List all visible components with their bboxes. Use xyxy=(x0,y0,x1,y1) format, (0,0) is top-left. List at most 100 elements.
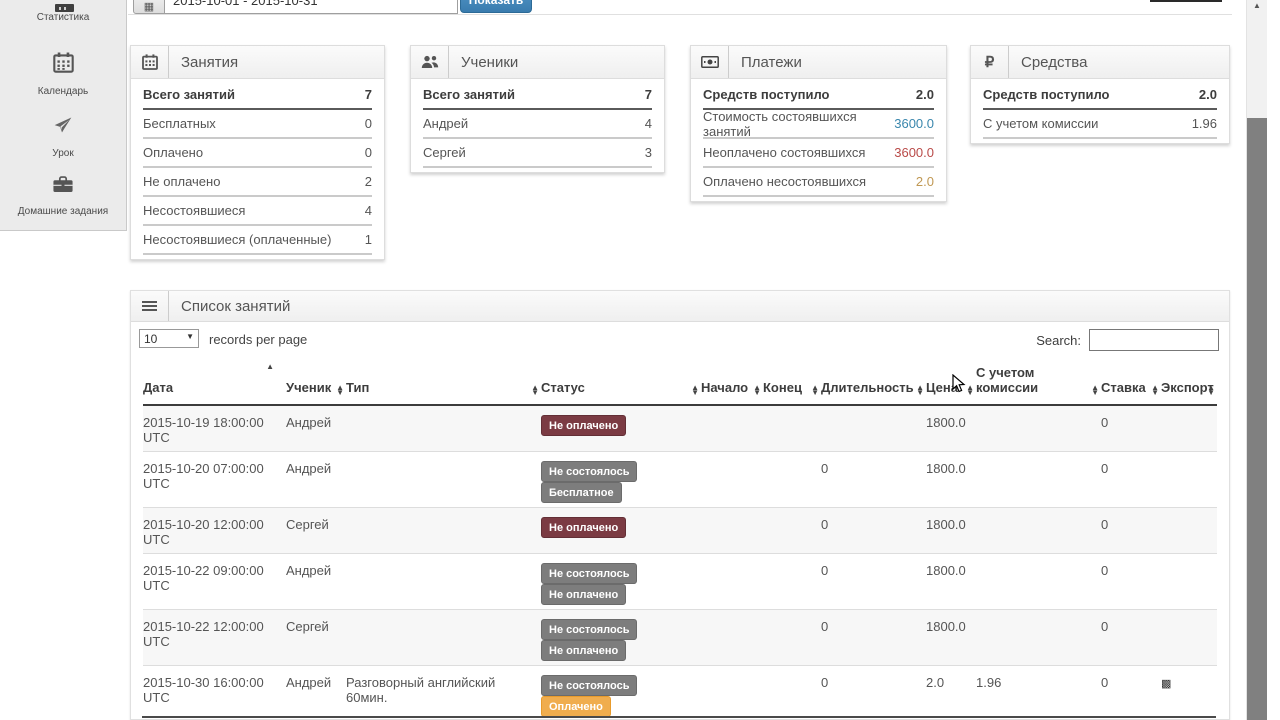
cell-start xyxy=(701,609,763,666)
cell-status: Не состоялосьНе оплачено xyxy=(541,609,701,666)
stat-label: Сергей xyxy=(423,145,466,160)
cell-rate: 0 xyxy=(1101,451,1161,508)
cell-type xyxy=(346,405,541,452)
col-date[interactable]: Дата ▲ xyxy=(143,361,286,406)
stat-label: Стоимость состоявшихся занятий xyxy=(703,108,857,139)
col-export[interactable]: Экспорт ▲ ▼ xyxy=(1161,361,1217,406)
cell-student: Андрей xyxy=(286,451,346,508)
cell-date: 2015-10-30 16:00:00 UTC xyxy=(143,665,286,719)
date-range-input[interactable] xyxy=(164,0,458,14)
status-badge: Не оплачено xyxy=(541,583,627,605)
page-top-edge-fragment xyxy=(1150,0,1222,2)
search-input[interactable] xyxy=(1089,329,1219,351)
col-rate[interactable]: Ставка ▲ ▼ xyxy=(1101,361,1161,406)
card-header: Платежи xyxy=(691,46,946,79)
sidebar-item-label: Календарь xyxy=(37,86,89,97)
cell-type xyxy=(346,507,541,554)
cell-status: Не состоялосьНе оплачено xyxy=(541,553,701,610)
records-per-page-label: records per page xyxy=(209,332,308,347)
calendar-icon xyxy=(0,52,126,78)
card-body: Всего занятий 7 Бесплатных 0 Оплачено 0 Не опл… xyxy=(131,79,384,259)
sort-icon: ▲ ▼ xyxy=(916,383,924,397)
sort-icon: ▲ ▼ xyxy=(1091,383,1099,397)
cell-duration: 0 xyxy=(821,553,926,610)
stat-label: Андрей xyxy=(423,116,469,131)
sidebar-item-lesson[interactable]: Урок xyxy=(0,115,126,161)
sort-icon: ▲ ▼ xyxy=(966,383,974,397)
cell-date: 2015-10-22 12:00:00 UTC xyxy=(143,609,286,666)
cell-end xyxy=(763,665,821,719)
card-stat-row: Всего занятий 7 xyxy=(423,81,652,110)
card-title: Занятия xyxy=(181,53,239,71)
list-icon xyxy=(131,291,169,321)
cell-commission xyxy=(976,405,1101,452)
mouse-cursor xyxy=(952,373,968,399)
card-stat-row: Оплачено 0 xyxy=(143,139,372,168)
topbar: ▦ Показать xyxy=(128,0,1232,15)
status-badge: Не оплачено xyxy=(541,516,627,538)
cell-duration: 0 xyxy=(821,507,926,554)
sort-icon: ▲ ▼ xyxy=(336,383,344,397)
status-badge: Не оплачено xyxy=(541,415,627,436)
search-label: Search: xyxy=(1036,333,1081,348)
stat-value: 1 xyxy=(364,232,372,247)
cell-student: Сергей xyxy=(286,507,346,554)
stat-label: Не оплачено xyxy=(143,174,221,189)
sort-icon: ▲ ▼ xyxy=(531,383,539,397)
cell-commission xyxy=(976,451,1101,508)
cell-status: Не состоялосьОплачено xyxy=(541,665,701,719)
cell-type xyxy=(346,451,541,508)
stat-value: 2.0 xyxy=(1198,87,1217,102)
cell-student: Андрей xyxy=(286,665,346,719)
sidebar-item-statistics[interactable]: Статистика xyxy=(0,4,126,25)
card-header: Занятия xyxy=(131,46,384,79)
card-stat-row: Андрей 4 xyxy=(423,110,652,139)
card-title: Ученики xyxy=(461,53,519,71)
page-size-value: 10 xyxy=(144,332,158,346)
lessons-panel: Список занятий 10 ▼ records per page Sea… xyxy=(130,290,1230,720)
col-start[interactable]: Начало ▲ ▼ xyxy=(701,361,763,406)
page-size-select[interactable]: 10 ▼ xyxy=(139,329,199,348)
scroll-up-icon[interactable]: ▲ xyxy=(1253,1,1261,10)
sidebar-item-calendar[interactable]: Календарь xyxy=(0,52,126,99)
card-stat-row: Оплачено несостоявшихся 2.0 xyxy=(703,168,934,197)
ruble-icon: ₽ xyxy=(971,46,1009,78)
stat-label: Несостоявшиеся (оплаченные) xyxy=(143,232,332,247)
card-body: Средств поступило 2.0 С учетом комиссии 1.9… xyxy=(971,79,1229,143)
col-commission[interactable]: С учетом комиссии ▲ ▼ xyxy=(976,361,1101,406)
cell-end xyxy=(763,405,821,452)
vertical-scrollbar[interactable]: ▲ xyxy=(1246,0,1267,720)
col-type[interactable]: Тип ▲ ▼ xyxy=(346,361,541,406)
cell-start xyxy=(701,451,763,508)
cell-student: Сергей xyxy=(286,609,346,666)
col-price[interactable]: Цена ▲ ▼ xyxy=(926,361,976,406)
status-badge: Не состоялось xyxy=(541,460,638,482)
cell-price: 1800.0 xyxy=(926,405,976,452)
col-duration[interactable]: Длительность ▲ ▼ xyxy=(821,361,926,406)
col-status[interactable]: Статус ▲ ▼ xyxy=(541,361,701,406)
stat-label: Оплачено xyxy=(143,145,204,160)
stat-label: С учетом комиссии xyxy=(983,116,1099,131)
card-stat-row: Неоплачено состоявшихся 3600.0 xyxy=(703,139,934,168)
sort-icon: ▲ ▼ xyxy=(811,383,819,397)
sidebar-item-label: Статистика xyxy=(36,12,90,23)
stat-value: 2 xyxy=(364,174,372,189)
cell-start xyxy=(701,665,763,719)
scrollbar-thumb[interactable] xyxy=(1247,118,1267,720)
export-icon[interactable]: ▩ xyxy=(1161,677,1172,690)
sidebar-item-homework[interactable]: Домашние задания xyxy=(0,176,126,219)
cell-duration: 0 xyxy=(821,609,926,666)
cell-date: 2015-10-20 07:00:00 UTC xyxy=(143,451,286,508)
stat-label: Средств поступило xyxy=(703,87,830,102)
stat-label: Несостоявшиеся xyxy=(143,203,246,218)
cell-end xyxy=(763,609,821,666)
status-badge: Бесплатное xyxy=(541,481,622,503)
card-stat-row: Не оплачено 2 xyxy=(143,168,372,197)
col-end[interactable]: Конец ▲ ▼ xyxy=(763,361,821,406)
stat-value: 0 xyxy=(364,116,372,131)
col-student[interactable]: Ученик ▲ ▼ xyxy=(286,361,346,406)
cell-student: Андрей xyxy=(286,405,346,452)
table-row: 2015-10-20 07:00:00 UTC Андрей Не состояло… xyxy=(143,451,1217,508)
cell-rate: 0 xyxy=(1101,553,1161,610)
show-button[interactable]: Показать xyxy=(460,0,532,13)
